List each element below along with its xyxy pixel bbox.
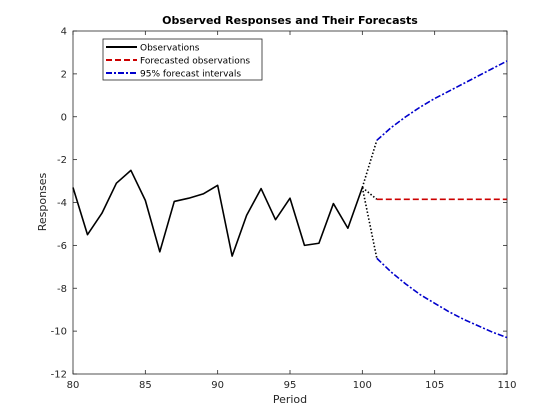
x-tick-label: 105 — [425, 380, 444, 391]
y-tick-label: -8 — [57, 284, 67, 295]
x-tick-label: 100 — [353, 380, 372, 391]
legend-box — [102, 38, 263, 81]
series-upper-interval-line — [376, 60, 508, 141]
y-tick-label: -10 — [51, 327, 67, 338]
axes: 80 85 90 95 100 105 110 4 2 0 -2 -4 -6 -8 -10 -12 — [51, 27, 517, 392]
legend: Observations Forecasted observations 95%… — [102, 38, 263, 81]
x-tick-label: 85 — [139, 380, 152, 391]
x-axis-title: Period — [273, 393, 307, 406]
forecast-connector-1 — [361, 187, 378, 259]
series-observations-line — [72, 169, 364, 257]
legend-label-forecast: Forecasted observations — [140, 57, 250, 67]
y-tick-label: -12 — [51, 370, 67, 381]
legend-label-observations: Observations — [140, 44, 200, 54]
y-tick-label: -2 — [57, 155, 67, 166]
series-lower-interval-line — [376, 257, 508, 339]
x-tick-label: 110 — [497, 380, 516, 391]
y-tick-label: -6 — [57, 241, 67, 252]
x-tick-label: 90 — [211, 380, 224, 391]
y-tick-label: 2 — [61, 69, 67, 80]
y-axis-title: Responses — [36, 172, 49, 231]
y-tick-label: 4 — [61, 27, 67, 38]
chart-title: Observed Responses and Their Forecasts — [162, 14, 418, 27]
plot-area — [72, 30, 508, 375]
data-layer — [72, 60, 508, 339]
x-tick-label: 95 — [284, 380, 297, 391]
forecast-connector-0 — [361, 140, 378, 188]
legend-label-intervals: 95% forecast intervals — [140, 70, 241, 80]
y-tick-label: 0 — [61, 112, 67, 123]
y-tick-label: -4 — [57, 198, 67, 209]
x-tick-label: 80 — [67, 380, 80, 391]
